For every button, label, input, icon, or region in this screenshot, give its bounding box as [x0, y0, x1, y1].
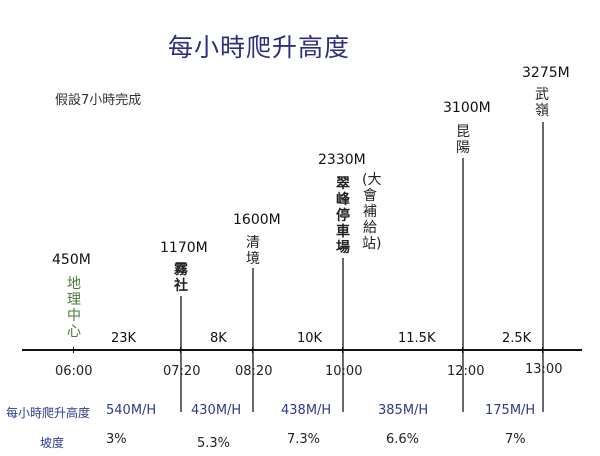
segment-distance-2: 10K — [297, 331, 323, 346]
climb-rate-2: 438M/H — [281, 403, 332, 418]
segment-distance-0: 23K — [111, 331, 137, 346]
stop-elevation-3: 2330M — [318, 152, 366, 168]
timeline-axis — [22, 349, 582, 351]
axis-tick-5 — [542, 347, 543, 353]
stop-name-3: 翠峰停車場 — [336, 176, 350, 256]
climb-rate-3: 385M/H — [378, 403, 429, 418]
time-label-1: 07:20 — [163, 364, 201, 379]
climb-rate-4: 175M/H — [485, 403, 536, 418]
page-title: 每小時爬升高度 — [168, 33, 351, 62]
time-label-0: 06:00 — [55, 364, 93, 379]
stop-name-5: 武嶺 — [535, 87, 549, 119]
stop-elevation-5: 3275M — [522, 65, 570, 81]
stop-name-2: 清境 — [246, 235, 260, 267]
segment-distance-4: 2.5K — [502, 331, 532, 346]
slope-row-label: 坡度 — [40, 436, 65, 450]
stop-name-1: 霧社 — [174, 262, 188, 294]
slope-4: 7% — [505, 432, 526, 447]
stop-line-3 — [342, 258, 344, 412]
segment-distance-3: 11.5K — [398, 331, 436, 346]
axis-tick-0 — [73, 347, 74, 353]
axis-tick-4 — [462, 347, 463, 353]
stop-line-5 — [542, 122, 544, 412]
axis-tick-1 — [180, 347, 181, 353]
slope-3: 6.6% — [386, 432, 420, 447]
stop-line-2 — [252, 268, 254, 412]
axis-tick-3 — [342, 347, 343, 353]
time-label-5: 13:00 — [525, 362, 563, 377]
climb-rate-0: 540M/H — [106, 403, 157, 418]
time-label-2: 08:20 — [235, 364, 273, 379]
stop-elevation-2: 1600M — [233, 212, 281, 228]
stop-elevation-0: 450M — [52, 252, 91, 268]
climb-rate-row-label: 每小時爬升高度 — [6, 406, 91, 420]
assumption-note: 假設7小時完成 — [55, 93, 142, 108]
stop-line-4 — [462, 158, 464, 412]
time-label-3: 10:00 — [325, 364, 363, 379]
stop-name-0: 地理中心 — [67, 276, 81, 340]
slope-2: 7.3% — [287, 432, 321, 447]
stop-line-1 — [180, 296, 182, 412]
climb-rate-1: 430M/H — [191, 403, 242, 418]
slope-1: 5.3% — [197, 436, 231, 451]
time-label-4: 12:00 — [447, 364, 485, 379]
stop-elevation-1: 1170M — [160, 240, 208, 256]
slope-0: 3% — [106, 432, 127, 447]
stop-name-aside-3: (大會補給站) — [362, 172, 382, 252]
axis-tick-2 — [252, 347, 253, 353]
stop-elevation-4: 3100M — [443, 100, 491, 116]
segment-distance-1: 8K — [210, 331, 227, 346]
stop-name-4: 昆陽 — [456, 124, 470, 156]
